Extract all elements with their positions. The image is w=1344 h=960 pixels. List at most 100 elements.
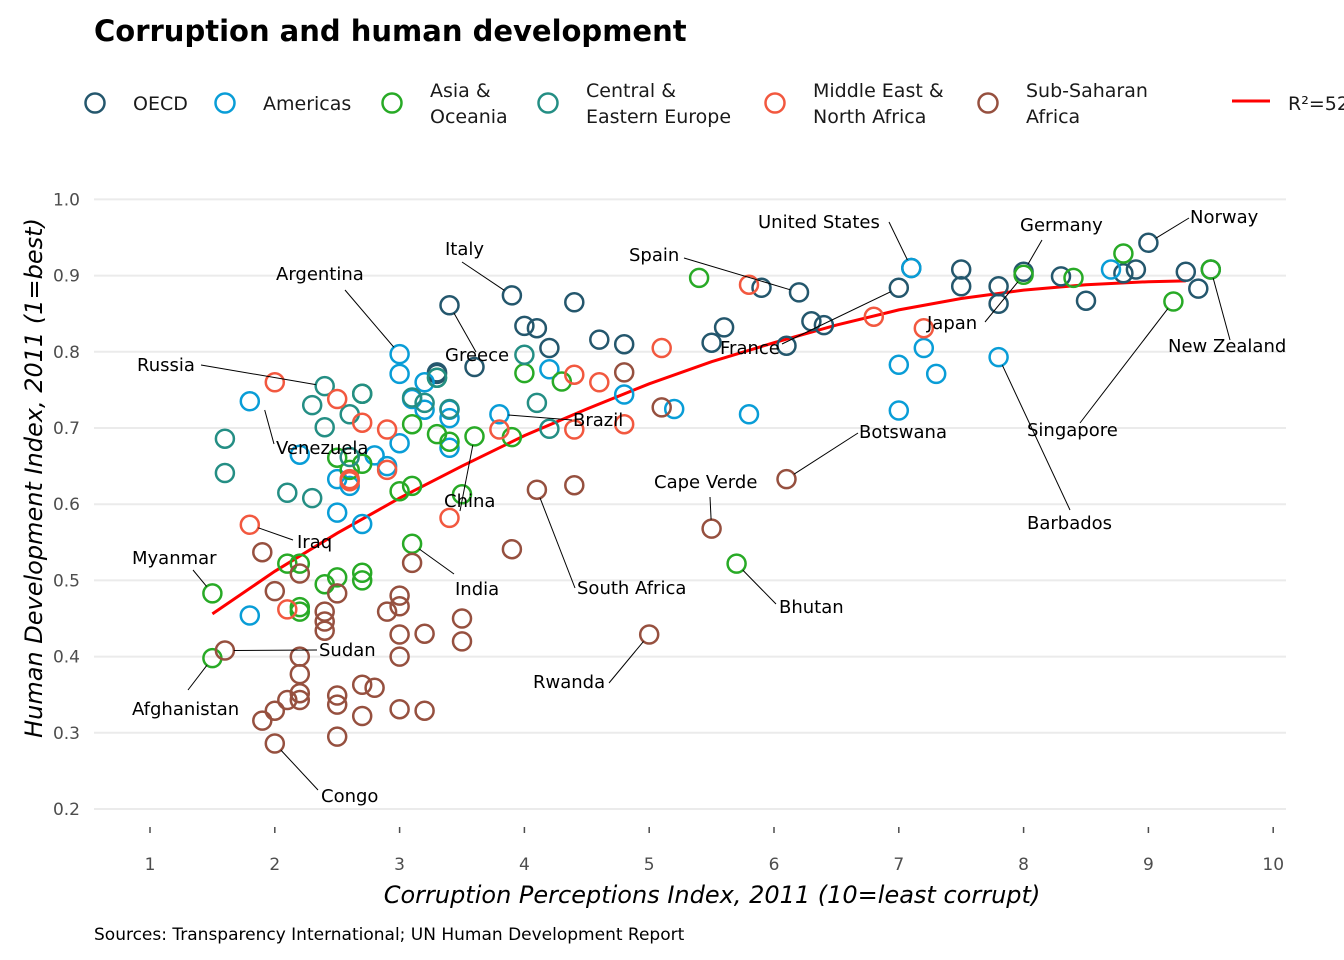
- legend-label-ssa: Sub-Saharan: [1026, 80, 1148, 102]
- point-ssa: [252, 541, 273, 563]
- point-americas: [414, 372, 435, 393]
- x-tick-label: 10: [1262, 855, 1284, 875]
- y-axis-title: Human Development Index, 2011 (1=best): [20, 218, 48, 738]
- point-oecd: [776, 335, 797, 356]
- x-tick-label: 8: [1018, 855, 1029, 875]
- legend-swatch-oecd: [84, 92, 106, 114]
- annotation-leader: [453, 312, 477, 353]
- y-tick-label: 1.0: [53, 190, 80, 210]
- point-ssa: [326, 694, 348, 715]
- point-cee: [539, 418, 560, 440]
- point-asia: [351, 453, 373, 475]
- point-cee: [277, 482, 298, 504]
- point-asia: [1113, 243, 1134, 264]
- point-ssa: [526, 479, 548, 500]
- point-oecd: [813, 314, 835, 336]
- point-asia: [688, 267, 710, 289]
- point-americas: [888, 400, 910, 421]
- point-ssa: [326, 583, 348, 604]
- point-cee: [351, 383, 373, 404]
- point-oecd: [888, 277, 910, 299]
- point-mena: [564, 419, 585, 440]
- annotation-label: France: [720, 338, 780, 359]
- annotation-leader: [793, 432, 859, 475]
- annotation-label: Russia: [137, 355, 195, 376]
- point-ssa: [277, 689, 298, 711]
- point-americas: [351, 513, 373, 535]
- annotation-leader: [1212, 278, 1231, 341]
- point-americas: [613, 384, 635, 405]
- point-ssa: [364, 677, 385, 699]
- point-oecd: [1075, 290, 1097, 311]
- annotation-label: Norway: [1190, 207, 1259, 228]
- x-axis-title: Corruption Perceptions Index, 2011 (10=l…: [384, 881, 1041, 909]
- point-mena: [376, 459, 398, 481]
- point-ssa: [326, 726, 348, 747]
- annotation-leader: [888, 221, 908, 261]
- annotation-leader: [200, 364, 316, 386]
- point-ssa: [414, 700, 435, 721]
- point-asia: [351, 570, 373, 591]
- point-ssa: [264, 733, 286, 754]
- annotation-label: Germany: [1020, 215, 1103, 236]
- legend-label-mena: Middle East &: [813, 80, 944, 102]
- annotation-label: Iraq: [297, 532, 332, 553]
- point-americas: [389, 343, 410, 365]
- point-cee: [314, 375, 335, 397]
- x-tick-label: 5: [644, 855, 655, 875]
- annotations: Norway Germany United States Japan New Zeala…: [132, 207, 1286, 807]
- point-americas: [913, 337, 935, 359]
- point-cee: [426, 367, 448, 388]
- point-asia: [401, 533, 423, 555]
- point-asia: [551, 371, 573, 392]
- point-oecd: [988, 276, 1009, 297]
- point-mena: [589, 372, 610, 393]
- legend-label-oecd: OECD: [133, 93, 188, 115]
- point-oecd: [464, 356, 485, 378]
- point-ssa: [264, 580, 286, 602]
- annotation-leader: [608, 641, 644, 684]
- point-oecd: [426, 362, 448, 383]
- point-americas: [539, 359, 560, 380]
- gridlines: [94, 198, 1286, 810]
- point-ssa: [401, 552, 423, 574]
- point-oecd: [701, 332, 722, 353]
- x-tick-label: 3: [394, 855, 405, 875]
- point-ssa: [389, 646, 410, 667]
- x-tick-label: 2: [269, 855, 280, 875]
- annotation-leader: [344, 289, 395, 348]
- annotation-label: Singapore: [1027, 420, 1118, 441]
- point-asia: [389, 480, 410, 502]
- source-note: Sources: Transparency International; UN …: [94, 925, 685, 945]
- annotation-leader: [508, 414, 573, 421]
- annotation-label: Sudan: [319, 640, 376, 661]
- annotation-leader: [233, 649, 318, 651]
- point-ssa: [451, 631, 473, 652]
- point-cee: [301, 394, 323, 416]
- point-mena: [277, 599, 298, 620]
- point-mena: [913, 317, 935, 339]
- y-tick-label: 0.2: [53, 800, 80, 820]
- point-ssa: [289, 663, 311, 685]
- point-oecd: [950, 276, 972, 297]
- point-oecd: [1175, 261, 1197, 283]
- legend-label-cee: Eastern Europe: [586, 106, 731, 128]
- point-cee: [314, 416, 335, 438]
- annotation-leader: [984, 281, 1019, 323]
- legend-label-asia: Oceania: [430, 106, 508, 128]
- point-oecd: [801, 311, 822, 332]
- point-mena: [439, 507, 460, 529]
- annotation-leader: [1027, 239, 1043, 265]
- point-oecd: [1050, 266, 1072, 287]
- point-mena: [613, 413, 635, 435]
- point-oecd: [1125, 259, 1147, 280]
- point-oecd: [1113, 263, 1134, 284]
- point-americas: [439, 407, 460, 429]
- annotation-label: Botswana: [859, 422, 947, 443]
- annotation-label: Bhutan: [779, 597, 844, 618]
- point-oecd: [501, 285, 523, 306]
- point-americas: [414, 399, 435, 420]
- point-cee: [214, 462, 236, 484]
- point-ssa: [326, 685, 348, 706]
